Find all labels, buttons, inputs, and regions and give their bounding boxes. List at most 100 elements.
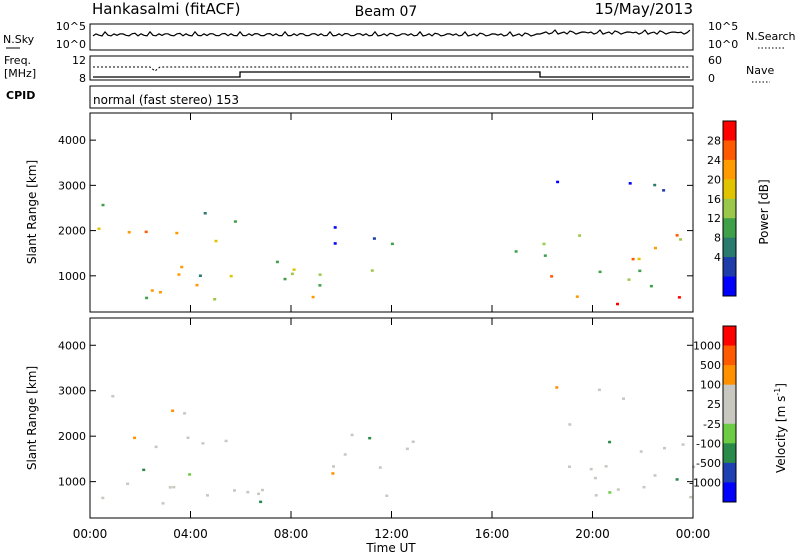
- power-ytick-label: 1000: [58, 270, 86, 283]
- echo-cell: [332, 465, 335, 468]
- echo-cell: [679, 238, 683, 241]
- echo-cell: [578, 234, 582, 237]
- echo-cell: [144, 230, 148, 234]
- power-colorbar-label: Power [dB]: [757, 179, 771, 244]
- echo-cell: [681, 443, 685, 446]
- echo-cell: [257, 492, 261, 496]
- nave-series: [93, 66, 690, 72]
- echo-cell: [127, 231, 131, 234]
- echo-cell: [195, 283, 199, 287]
- echo-cell: [97, 227, 101, 230]
- echo-cell: [101, 203, 105, 207]
- echo-cell: [675, 478, 679, 481]
- echo-cell: [292, 268, 296, 271]
- echo-cell: [142, 468, 146, 472]
- echo-cell: [608, 491, 612, 494]
- nsearch-tick-bottom: 10^0: [708, 38, 738, 51]
- nsky-tick-bottom: 10^0: [56, 38, 86, 51]
- echo-cell: [333, 226, 337, 229]
- vel-colorbar-tick: -25: [703, 418, 721, 431]
- x-tick-label: 20:00: [575, 527, 610, 541]
- echo-cell: [224, 439, 228, 443]
- echo-cell: [616, 302, 619, 306]
- vel-colorbar-tick: 500: [700, 359, 721, 372]
- vel-colorbar-tick: -100: [696, 437, 721, 450]
- power-colorbar-frame: [722, 120, 737, 297]
- power-data: [97, 180, 683, 306]
- nave-tick-top: 60: [708, 54, 722, 67]
- power-colorbar-segment: [723, 179, 736, 200]
- power-colorbar-tick: 20: [707, 173, 721, 186]
- power-colorbar-tick: 12: [707, 212, 721, 225]
- echo-cell: [627, 278, 631, 281]
- echo-cell: [201, 442, 205, 445]
- vel-colorbar-segment: [723, 365, 736, 386]
- frequency-series: [93, 71, 690, 78]
- echo-cell: [390, 242, 394, 246]
- freq-tick-top: 12: [72, 54, 86, 67]
- echo-cell: [214, 239, 218, 243]
- vel-colorbar-tick: 25: [707, 398, 721, 411]
- freq-unit-label: [MHz]: [4, 67, 36, 80]
- power-colorbar-segment: [723, 121, 736, 141]
- echo-cell: [150, 289, 154, 292]
- echo-cell: [126, 482, 130, 485]
- power-colorbar-tick: 4: [714, 251, 721, 264]
- echo-cell: [550, 275, 554, 278]
- echo-cell: [589, 467, 593, 471]
- echo-cell: [568, 423, 572, 426]
- echo-cell: [575, 295, 579, 298]
- echo-cell: [246, 490, 250, 494]
- echo-cell: [259, 500, 263, 504]
- echo-cell: [275, 260, 279, 264]
- vel-ytick-label: 1000: [58, 476, 86, 489]
- power-ytick-label: 4000: [58, 134, 86, 147]
- echo-cell: [628, 182, 632, 185]
- nsearch-label: N.Search: [746, 30, 796, 43]
- vel-ytick-label: 3000: [58, 385, 86, 398]
- power-colorbar-tick: 28: [707, 134, 721, 147]
- echo-cell: [101, 496, 105, 500]
- power-ylabel: Slant Range [km]: [25, 160, 39, 264]
- frequency-panel: Freq. [MHz] 12 8 60 0 Nave: [4, 54, 774, 85]
- vel-colorbar-segment: [723, 443, 736, 464]
- echo-cell: [622, 397, 625, 400]
- echo-cell: [133, 436, 137, 440]
- echo-cell: [555, 386, 559, 389]
- echo-cell: [663, 446, 666, 450]
- power-panel: Slant Range [km] 4000 3000 2000 1000 28 24 20…: [25, 112, 771, 313]
- freq-tick-bottom: 8: [79, 72, 86, 85]
- echo-cell: [543, 254, 547, 257]
- vel-colorbar-tick: 1000: [693, 340, 721, 353]
- echo-cell: [260, 488, 264, 492]
- echo-cell: [233, 489, 236, 492]
- echo-cell: [171, 409, 175, 412]
- vel-colorbar-segment: [723, 404, 736, 425]
- echo-cell: [175, 231, 179, 235]
- echo-cell: [168, 486, 172, 489]
- echo-cell: [343, 453, 347, 456]
- echo-cell: [203, 212, 207, 215]
- echo-cell: [350, 433, 354, 437]
- echo-cell: [594, 494, 598, 497]
- echo-cell: [206, 494, 209, 497]
- echo-cell: [290, 272, 294, 276]
- x-tick-label: 12:00: [374, 527, 409, 541]
- echo-cell: [675, 234, 679, 237]
- site-title: Hankasalmi (fitACF): [92, 0, 240, 18]
- vel-colorbar-segment: [723, 345, 736, 366]
- power-ytick-label: 3000: [58, 179, 86, 192]
- date-title: 15/May/2013: [595, 0, 693, 18]
- echo-cell: [631, 257, 635, 261]
- echo-cell: [186, 436, 190, 439]
- x-tick-label: 00:00: [73, 527, 108, 541]
- power-colorbar-segment: [723, 276, 736, 297]
- velocity-data: [101, 386, 696, 505]
- vel-colorbar-segment: [723, 462, 736, 483]
- cpid-mode-text: normal (fast stereo) 153: [93, 93, 239, 107]
- echo-cell: [597, 388, 601, 392]
- echo-cell: [654, 246, 657, 250]
- echo-cell: [385, 494, 389, 497]
- echo-cell: [662, 189, 666, 192]
